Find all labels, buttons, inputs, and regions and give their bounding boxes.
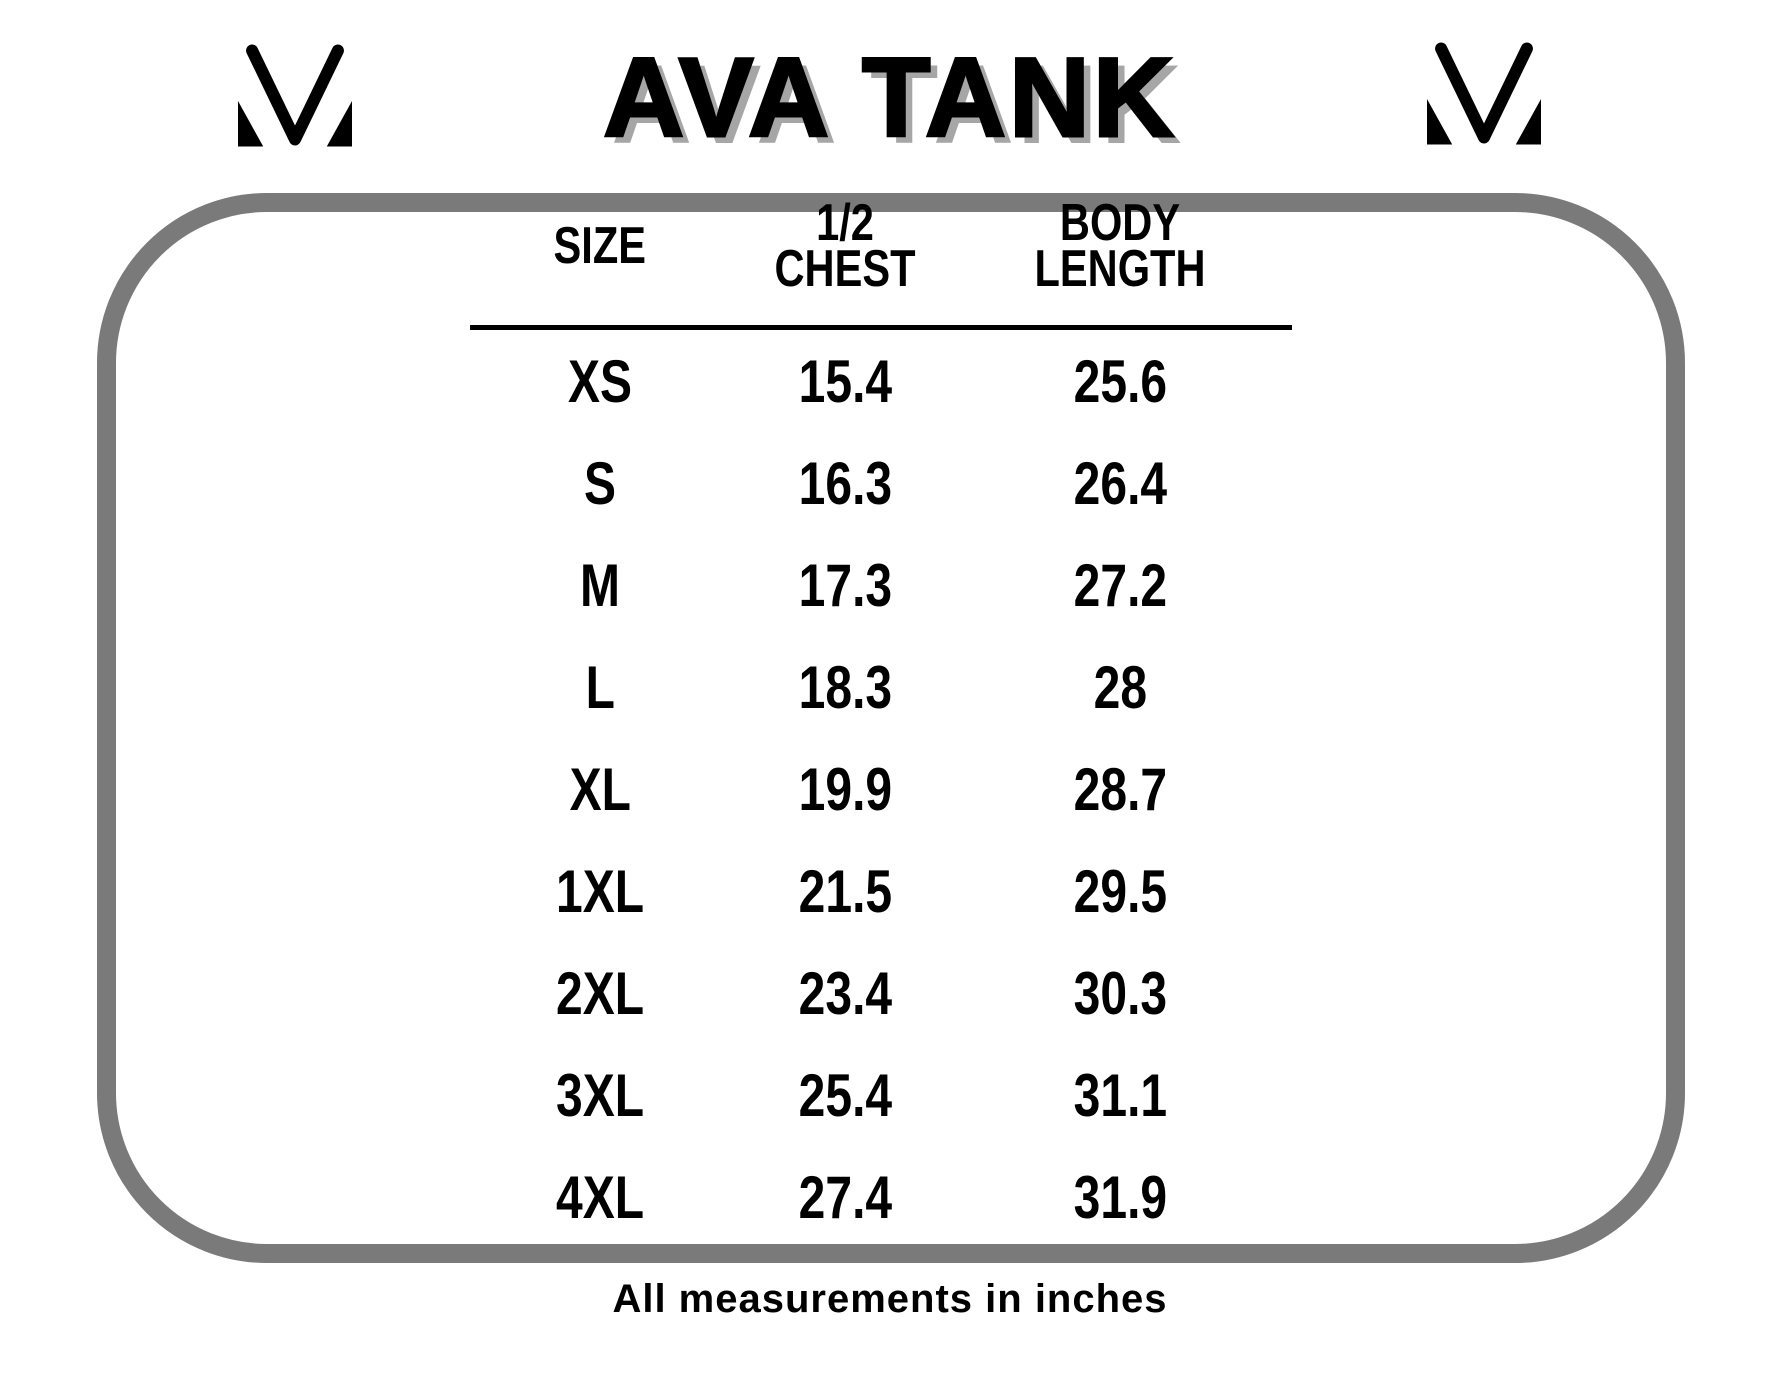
footer-note: All measurements in inches	[612, 1277, 1168, 1321]
half-chest-cell: 27.4	[798, 1163, 892, 1231]
half-chest-cell: 21.5	[798, 857, 892, 925]
table-row: 4XL 27.4 31.9	[470, 1146, 1292, 1248]
body-length-cell: 31.9	[1073, 1163, 1167, 1231]
size-cell: M	[579, 551, 620, 619]
table-row: 1XL 21.5 29.5	[470, 840, 1292, 942]
half-chest-cell: 17.3	[798, 551, 892, 619]
body-length-cell: 28	[1093, 653, 1147, 721]
column-header-half-chest: 1/2 CHEST	[774, 194, 916, 298]
table-row: S 16.3 26.4	[470, 432, 1292, 534]
body-length-cell: 31.1	[1073, 1061, 1167, 1129]
half-chest-cell: 25.4	[798, 1061, 892, 1129]
size-chart-table: SIZE 1/2 CHEST BODY LENGTH XS 15.4 25.6 …	[470, 194, 1292, 1248]
table-row: 2XL 23.4 30.3	[470, 942, 1292, 1044]
size-cell: L	[585, 653, 615, 721]
half-chest-cell: 16.3	[798, 449, 892, 517]
body-length-cell: 29.5	[1073, 857, 1167, 925]
half-chest-cell: 23.4	[798, 959, 892, 1027]
page-title: AVA TANK	[602, 35, 1177, 160]
table-row: L 18.3 28	[470, 636, 1292, 738]
body-length-cell: 27.2	[1073, 551, 1167, 619]
table-row: 3XL 25.4 31.1	[470, 1044, 1292, 1146]
size-cell: 4XL	[555, 1163, 645, 1231]
size-cell: 3XL	[555, 1061, 645, 1129]
size-cell: S	[583, 449, 617, 517]
header-divider-line	[470, 325, 1292, 330]
body-length-cell: 28.7	[1073, 755, 1167, 823]
body-length-cell: 30.3	[1073, 959, 1167, 1027]
size-cell: XL	[569, 755, 631, 823]
size-chart-panel	[97, 193, 1685, 1263]
half-chest-cell: 19.9	[798, 755, 892, 823]
half-chest-cell: 15.4	[798, 347, 892, 415]
mv-monogram-logo-icon	[238, 44, 352, 147]
size-cell: 2XL	[555, 959, 645, 1027]
column-header-body-length: BODY LENGTH	[1034, 194, 1206, 298]
table-row: XS 15.4 25.6	[470, 330, 1292, 432]
size-cell: 1XL	[555, 857, 645, 925]
table-row: XL 19.9 28.7	[470, 738, 1292, 840]
table-row: M 17.3 27.2	[470, 534, 1292, 636]
mv-monogram-logo-icon	[1427, 42, 1541, 145]
body-length-cell: 25.6	[1073, 347, 1167, 415]
size-cell: XS	[567, 347, 633, 415]
half-chest-cell: 18.3	[798, 653, 892, 721]
body-length-cell: 26.4	[1073, 449, 1167, 517]
table-header-row: SIZE 1/2 CHEST BODY LENGTH	[470, 194, 1292, 298]
column-header-size: SIZE	[553, 217, 647, 275]
